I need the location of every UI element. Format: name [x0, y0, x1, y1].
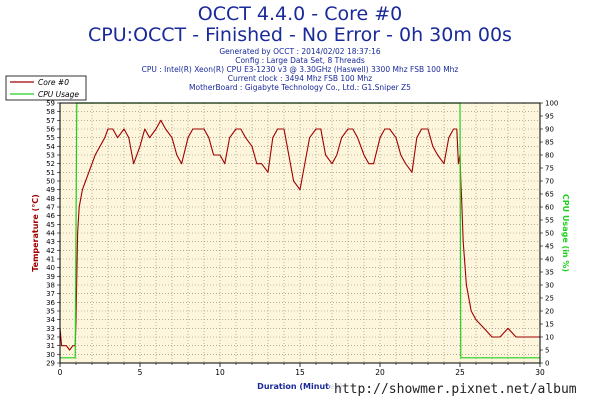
y-right-tick-label: 100	[545, 100, 558, 108]
x-axis-label: Duration (Minutes)	[257, 382, 343, 391]
y-left-tick-label: 52	[46, 160, 55, 168]
y-left-tick-label: 42	[46, 247, 55, 255]
y-axis-right-label: CPU Usage (in %)	[561, 194, 570, 272]
x-tick-label: 25	[455, 368, 465, 377]
legend-label-core0: Core #0	[38, 78, 69, 87]
y-left-tick-label: 55	[46, 134, 55, 142]
y-right-tick-label: 80	[545, 152, 554, 160]
y-left-tick-label: 57	[46, 117, 55, 125]
y-left-tick-label: 58	[46, 108, 55, 116]
legend-box	[5, 75, 87, 101]
y-axis-right-ticks: 0 5 10 15 20 25 30 35 40 45 50 55 60 65 70 75 80 85 90 95 10…	[540, 100, 558, 368]
y-right-tick-label: 65	[545, 191, 554, 199]
y-right-tick-label: 35	[545, 269, 554, 277]
x-tick-label: 0	[58, 368, 63, 377]
y-right-tick-label: 95	[545, 113, 554, 121]
y-right-tick-label: 30	[545, 282, 554, 290]
y-left-tick-label: 29	[46, 360, 55, 368]
y-left-tick-label: 54	[46, 143, 55, 151]
y-right-tick-label: 50	[545, 230, 554, 238]
y-right-tick-label: 45	[545, 243, 554, 251]
y-right-tick-label: 5	[545, 347, 549, 355]
y-right-tick-label: 85	[545, 139, 554, 147]
y-left-tick-label: 46	[46, 212, 55, 220]
x-tick-label: 20	[375, 368, 385, 377]
y-left-tick-label: 45	[46, 221, 55, 229]
y-right-tick-label: 0	[545, 360, 549, 368]
legend-label-cpu-usage: CPU Usage	[38, 90, 79, 99]
x-tick-label: 30	[535, 368, 545, 377]
y-left-tick-label: 43	[46, 238, 55, 246]
y-left-tick-label: 33	[46, 325, 55, 333]
y-right-tick-label: 20	[545, 308, 554, 316]
x-tick-label: 15	[295, 368, 305, 377]
y-left-tick-label: 56	[46, 126, 55, 134]
chart-title: OCCT 4.4.0 - Core #0	[197, 3, 403, 25]
y-left-tick-label: 51	[46, 169, 55, 177]
x-tick-label: 10	[215, 368, 225, 377]
x-axis-ticks: 0 5 10 15 20 25 30	[58, 363, 545, 377]
series-line-core-0	[59, 119, 540, 351]
y-left-tick-label: 34	[46, 316, 55, 324]
info-current-clock: Current clock : 3494 Mhz FSB 100 Mhz	[227, 74, 373, 83]
y-left-tick-label: 31	[46, 342, 55, 350]
watermark-url: http://showmer.pixnet.net/album	[330, 380, 600, 400]
y-left-tick-label: 59	[46, 100, 55, 108]
y-left-tick-label: 35	[46, 308, 55, 316]
y-right-tick-label: 60	[545, 204, 554, 212]
y-left-tick-label: 39	[46, 273, 55, 281]
y-axis-left-label: Temperature (°C)	[31, 194, 40, 272]
y-left-tick-label: 37	[46, 290, 55, 298]
y-left-tick-label: 50	[46, 178, 55, 186]
y-left-tick-label: 47	[46, 204, 55, 212]
info-config: Config : Large Data Set, 8 Threads	[235, 56, 365, 65]
y-left-tick-label: 53	[46, 152, 55, 160]
y-left-tick-label: 44	[46, 230, 55, 238]
info-motherboard: MotherBoard : Gigabyte Technology Co., L…	[189, 83, 411, 92]
y-left-tick-label: 38	[46, 282, 55, 290]
y-left-tick-label: 41	[46, 256, 55, 264]
y-left-tick-label: 48	[46, 195, 55, 203]
y-left-tick-label: 30	[46, 351, 55, 359]
y-right-tick-label: 15	[545, 321, 554, 329]
y-right-tick-label: 40	[545, 256, 554, 264]
chart-subtitle: CPU:OCCT - Finished - No Error - 0h 30m …	[88, 24, 512, 46]
legend: Core #0 CPU Usage	[5, 75, 87, 101]
x-tick-label: 5	[138, 368, 143, 377]
y-left-tick-label: 36	[46, 299, 55, 307]
y-right-tick-label: 75	[545, 165, 554, 173]
y-left-tick-label: 32	[46, 334, 55, 342]
y-right-tick-label: 10	[545, 334, 554, 342]
y-right-tick-label: 90	[545, 126, 554, 134]
y-axis-left-ticks: 2930313233343536373839404142434445464748…	[46, 100, 60, 368]
y-right-tick-label: 55	[545, 217, 554, 225]
y-right-tick-label: 70	[545, 178, 554, 186]
info-generated: Generated by OCCT : 2014/02/02 18:37:16	[219, 47, 381, 56]
y-right-tick-label: 25	[545, 295, 554, 303]
y-left-tick-label: 40	[46, 264, 55, 272]
y-left-tick-label: 49	[46, 186, 55, 194]
info-cpu: CPU : Intel(R) Xeon(R) CPU E3-1230 v3 @ …	[141, 65, 459, 74]
